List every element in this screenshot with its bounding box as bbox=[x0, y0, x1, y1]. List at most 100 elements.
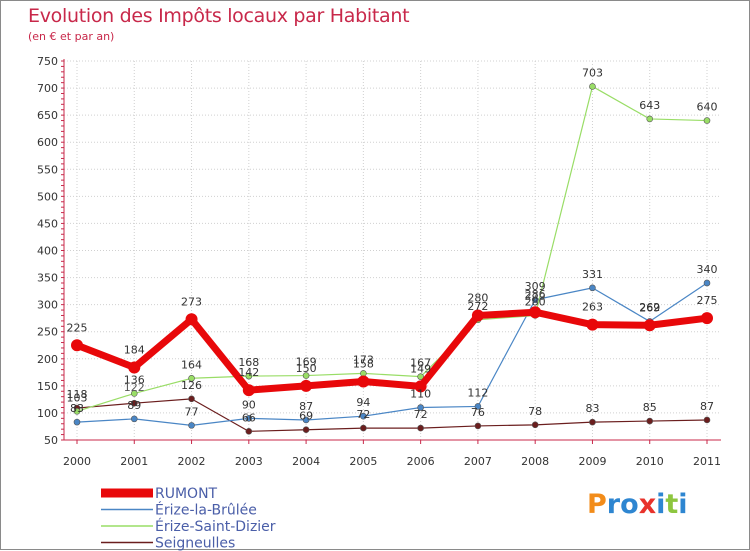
data-label: 87 bbox=[299, 400, 313, 413]
data-label: 263 bbox=[582, 301, 603, 314]
y-tick-label: 100 bbox=[37, 407, 58, 420]
data-label: 164 bbox=[181, 358, 202, 371]
x-tick-label: 2003 bbox=[235, 455, 263, 468]
logo-letter: r bbox=[607, 489, 620, 520]
data-label: 126 bbox=[181, 379, 202, 392]
data-point bbox=[589, 83, 595, 89]
data-point bbox=[189, 396, 195, 402]
proxiti-logo: Proxiti bbox=[587, 489, 688, 520]
y-tick-label: 600 bbox=[37, 136, 58, 149]
data-point bbox=[243, 384, 255, 396]
data-point bbox=[360, 425, 366, 431]
y-tick-label: 200 bbox=[37, 353, 58, 366]
y-tick-label: 750 bbox=[37, 55, 58, 68]
x-tick-label: 2008 bbox=[521, 455, 549, 468]
y-tick-label: 400 bbox=[37, 245, 58, 258]
legend-label: Érize-la-Brûlée bbox=[155, 502, 257, 519]
data-label: 184 bbox=[124, 343, 145, 356]
data-label: 149 bbox=[410, 362, 431, 375]
x-tick-label: 2002 bbox=[178, 455, 206, 468]
legend-label: RUMONT bbox=[155, 486, 218, 502]
data-label: 122 bbox=[124, 381, 145, 394]
y-tick-label: 450 bbox=[37, 217, 58, 230]
data-point bbox=[589, 419, 595, 425]
data-point bbox=[131, 416, 137, 422]
data-label: 110 bbox=[410, 388, 431, 401]
logo-letter: t bbox=[665, 489, 678, 520]
y-tick-label: 700 bbox=[37, 82, 58, 95]
data-point bbox=[71, 339, 83, 351]
data-label: 262 bbox=[639, 301, 660, 314]
data-point bbox=[360, 370, 366, 376]
x-tick-label: 2010 bbox=[636, 455, 664, 468]
y-tick-label: 300 bbox=[37, 299, 58, 312]
logo-letter: x bbox=[639, 489, 656, 520]
x-tick-label: 2000 bbox=[63, 455, 91, 468]
data-label: 703 bbox=[582, 66, 603, 79]
x-tick-label: 2007 bbox=[464, 455, 492, 468]
data-point bbox=[589, 285, 595, 291]
legend-label: Érize-Saint-Dizier bbox=[155, 518, 276, 535]
data-point bbox=[418, 425, 424, 431]
data-point bbox=[475, 423, 481, 429]
data-point bbox=[300, 380, 312, 392]
y-tick-label: 50 bbox=[44, 434, 58, 447]
data-label: 158 bbox=[353, 358, 374, 371]
data-point bbox=[701, 312, 713, 324]
data-point bbox=[128, 361, 140, 373]
data-label: 275 bbox=[697, 294, 718, 307]
y-tick-label: 650 bbox=[37, 109, 58, 122]
data-label: 85 bbox=[643, 401, 657, 414]
data-label: 640 bbox=[697, 101, 718, 114]
legend-label: Seigneulles bbox=[155, 536, 235, 551]
x-tick-label: 2011 bbox=[693, 455, 721, 468]
logo-letter: o bbox=[620, 489, 639, 520]
data-label: 78 bbox=[528, 405, 542, 418]
data-label: 331 bbox=[582, 268, 603, 281]
data-label: 76 bbox=[471, 406, 485, 419]
data-label: 94 bbox=[356, 396, 370, 409]
data-label: 87 bbox=[700, 400, 714, 413]
logo-letter: i bbox=[656, 489, 665, 520]
data-point bbox=[303, 427, 309, 433]
data-point bbox=[704, 280, 710, 286]
data-label: 279 bbox=[525, 290, 546, 303]
data-label: 72 bbox=[356, 408, 370, 421]
data-label: 66 bbox=[242, 411, 256, 424]
data-point bbox=[74, 419, 80, 425]
data-point bbox=[186, 313, 198, 325]
y-tick-label: 350 bbox=[37, 272, 58, 285]
data-label: 83 bbox=[585, 402, 599, 415]
data-label: 142 bbox=[238, 366, 259, 379]
logo-letter: P bbox=[587, 489, 607, 520]
x-tick-label: 2009 bbox=[578, 455, 606, 468]
x-tick-label: 2004 bbox=[292, 455, 320, 468]
data-label: 273 bbox=[181, 295, 202, 308]
data-point bbox=[189, 422, 195, 428]
x-tick-label: 2001 bbox=[120, 455, 148, 468]
data-label: 643 bbox=[639, 99, 660, 112]
data-label: 77 bbox=[185, 405, 199, 418]
data-label: 112 bbox=[467, 386, 488, 399]
data-label: 90 bbox=[242, 398, 256, 411]
data-point bbox=[532, 422, 538, 428]
data-label: 280 bbox=[467, 291, 488, 304]
data-label: 89 bbox=[127, 399, 141, 412]
y-tick-label: 150 bbox=[37, 380, 58, 393]
data-point bbox=[586, 319, 598, 331]
data-label: 340 bbox=[697, 263, 718, 276]
x-tick-label: 2006 bbox=[407, 455, 435, 468]
data-point bbox=[647, 116, 653, 122]
data-point bbox=[644, 319, 656, 331]
data-label: 103 bbox=[67, 391, 88, 404]
y-tick-label: 250 bbox=[37, 326, 58, 339]
data-label: 150 bbox=[296, 362, 317, 375]
data-point bbox=[704, 118, 710, 124]
data-label: 225 bbox=[67, 321, 88, 334]
data-point bbox=[647, 418, 653, 424]
data-point bbox=[357, 376, 369, 388]
data-point bbox=[246, 428, 252, 434]
x-tick-label: 2005 bbox=[349, 455, 377, 468]
